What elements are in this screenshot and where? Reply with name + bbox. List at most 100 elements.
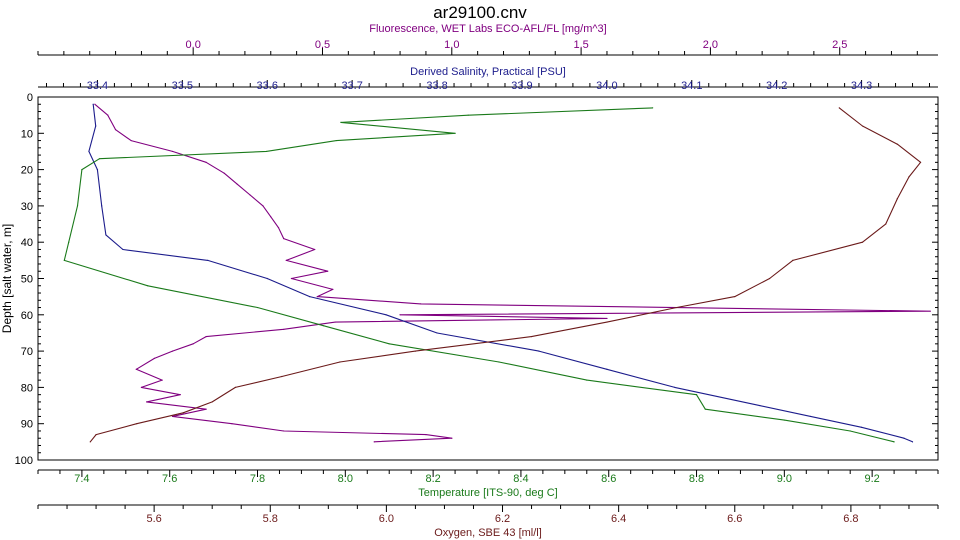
series-oxygen-point bbox=[919, 161, 922, 163]
series-salinity-point bbox=[860, 426, 863, 428]
salinity-tick-label: 33.6 bbox=[257, 80, 278, 92]
depth-tick-label: 70 bbox=[21, 346, 33, 358]
series-fluorescence-point bbox=[262, 205, 264, 207]
axis-salinity: 33.4 33.5 33.6 33.7 33.8 33.9 34.0 34.1 34.2 34.3… bbox=[38, 66, 938, 92]
series-fluorescence-point bbox=[161, 379, 163, 381]
series-oxygen-point bbox=[676, 306, 678, 309]
depth-tick-label: 0 bbox=[27, 92, 33, 104]
chart-title: ar29100.cnv bbox=[433, 3, 527, 22]
temperature-tick-label: 8.4 bbox=[513, 473, 528, 485]
series-fluorescence-point bbox=[249, 194, 251, 196]
salinity-tick-label: 33.5 bbox=[172, 80, 193, 92]
series-fluorescence-point bbox=[420, 303, 422, 305]
series-fluorescence-point bbox=[130, 139, 132, 142]
series-temperature-point bbox=[335, 139, 338, 142]
series-temperature-point bbox=[76, 205, 79, 207]
series-fluorescence-point bbox=[277, 227, 280, 229]
series-oxygen-point bbox=[861, 125, 864, 127]
series-salinity-point bbox=[207, 259, 209, 261]
series-temperature-point bbox=[467, 114, 469, 116]
series-salinity-point bbox=[95, 125, 97, 127]
series-fluorescence-point bbox=[290, 277, 293, 280]
series-temperature-point bbox=[454, 132, 456, 134]
fluorescence-tick-label: 0.5 bbox=[315, 39, 330, 51]
series-fluorescence-point bbox=[316, 296, 318, 298]
series-salinity-point bbox=[309, 296, 311, 298]
series-fluorescence-point bbox=[171, 350, 174, 352]
oxygen-axis-label: Oxygen, SBE 43 [ml/l] bbox=[434, 527, 542, 539]
series-fluorescence-point bbox=[425, 433, 427, 436]
salinity-tick-label: 34.3 bbox=[851, 80, 872, 92]
series-temperature-point bbox=[340, 121, 342, 124]
series-temperature-point bbox=[695, 394, 698, 396]
series-salinity-point bbox=[101, 205, 103, 207]
series-fluorescence-point bbox=[236, 183, 238, 185]
series-fluorescence-point bbox=[192, 343, 194, 345]
series-temperature-point bbox=[322, 325, 324, 327]
series-temperature-point bbox=[498, 361, 500, 363]
salinity-tick-label: 33.4 bbox=[87, 80, 108, 92]
series-fluorescence-point bbox=[399, 314, 401, 316]
series-fluorescence-point bbox=[285, 259, 287, 261]
series-fluorescence-point bbox=[334, 321, 337, 323]
fluorescence-axis-label: Fluorescence, WET Labs ECO-AFL/FL [mg/m^… bbox=[369, 23, 606, 35]
series-oxygen-point bbox=[769, 277, 771, 280]
series-fluorescence-point bbox=[146, 401, 148, 403]
series-fluorescence-point bbox=[270, 216, 272, 218]
series-temperature-point bbox=[652, 107, 654, 109]
series-fluorescence-point bbox=[135, 368, 137, 370]
series-temperature-point bbox=[849, 430, 851, 432]
series-oxygen-point bbox=[908, 176, 910, 178]
series-fluorescence-point bbox=[929, 310, 931, 312]
fluorescence-tick-label: 2.5 bbox=[832, 39, 847, 51]
series-oxygen-point bbox=[234, 386, 237, 388]
series-oxygen-point bbox=[95, 433, 97, 436]
series-oxygen-point bbox=[885, 223, 887, 225]
series-fluorescence-point bbox=[283, 237, 285, 240]
series-salinity-point bbox=[436, 332, 438, 334]
fluorescence-tick-label: 1.5 bbox=[573, 39, 588, 51]
series-salinity-point bbox=[606, 368, 608, 370]
series-oxygen-point bbox=[414, 350, 417, 352]
series-temperature-point bbox=[63, 259, 65, 261]
series-salinity-point bbox=[96, 169, 99, 171]
salinity-tick-label: 33.7 bbox=[341, 80, 362, 92]
depth-tick-label: 80 bbox=[21, 382, 33, 394]
series-temperature-point bbox=[783, 419, 785, 421]
series-temperature-point bbox=[98, 158, 101, 160]
series-fluorescence-point bbox=[171, 150, 174, 153]
series-temperature-point bbox=[704, 408, 706, 410]
series-temperature-point bbox=[81, 169, 83, 171]
series-temperature-point bbox=[893, 441, 895, 443]
series-fluorescence-point bbox=[606, 317, 608, 320]
axis-temperature: 7.4 7.6 7.8 8.0 8.2 8.4 8.6 8.8 9.0 9.2 Temperatur… bbox=[37, 469, 939, 499]
series-fluorescence-point bbox=[231, 423, 233, 425]
depth-tick-label: 50 bbox=[21, 274, 33, 286]
fluorescence-tick-label: 0.0 bbox=[186, 39, 201, 51]
depth-tick-label: 60 bbox=[21, 310, 33, 322]
series-temperature-line bbox=[63, 107, 895, 443]
series-fluorescence-point bbox=[107, 114, 109, 116]
temperature-tick-label: 9.0 bbox=[777, 473, 792, 485]
series-fluorescence-point bbox=[94, 103, 96, 105]
oxygen-tick-label: 6.6 bbox=[727, 513, 742, 525]
series-temperature-point bbox=[256, 306, 259, 309]
depth-tick-label: 20 bbox=[21, 165, 33, 177]
series-temperature-point bbox=[68, 241, 70, 243]
series-fluorescence-point bbox=[283, 328, 285, 330]
series-oxygen-point bbox=[211, 401, 213, 403]
temperature-tick-label: 7.4 bbox=[74, 473, 89, 485]
depth-tick-label: 40 bbox=[21, 237, 33, 249]
series-fluorescence-point bbox=[205, 161, 207, 163]
oxygen-tick-label: 6.0 bbox=[379, 513, 394, 525]
depth-tick-label: 10 bbox=[21, 128, 33, 140]
series-temperature-point bbox=[586, 379, 588, 381]
series-fluorescence-point bbox=[205, 408, 207, 410]
salinity-axis-label: Derived Salinity, Practical [PSU] bbox=[410, 66, 566, 78]
series-salinity-point bbox=[88, 150, 90, 153]
series-salinity-point bbox=[105, 234, 107, 236]
salinity-tick-label: 34.2 bbox=[766, 80, 787, 92]
series-oxygen-point bbox=[89, 441, 91, 443]
axes-layer: 0.0 0.5 1.0 1.5 2.0 2.5 Fluorescence, WET Labs… bbox=[0, 23, 939, 539]
